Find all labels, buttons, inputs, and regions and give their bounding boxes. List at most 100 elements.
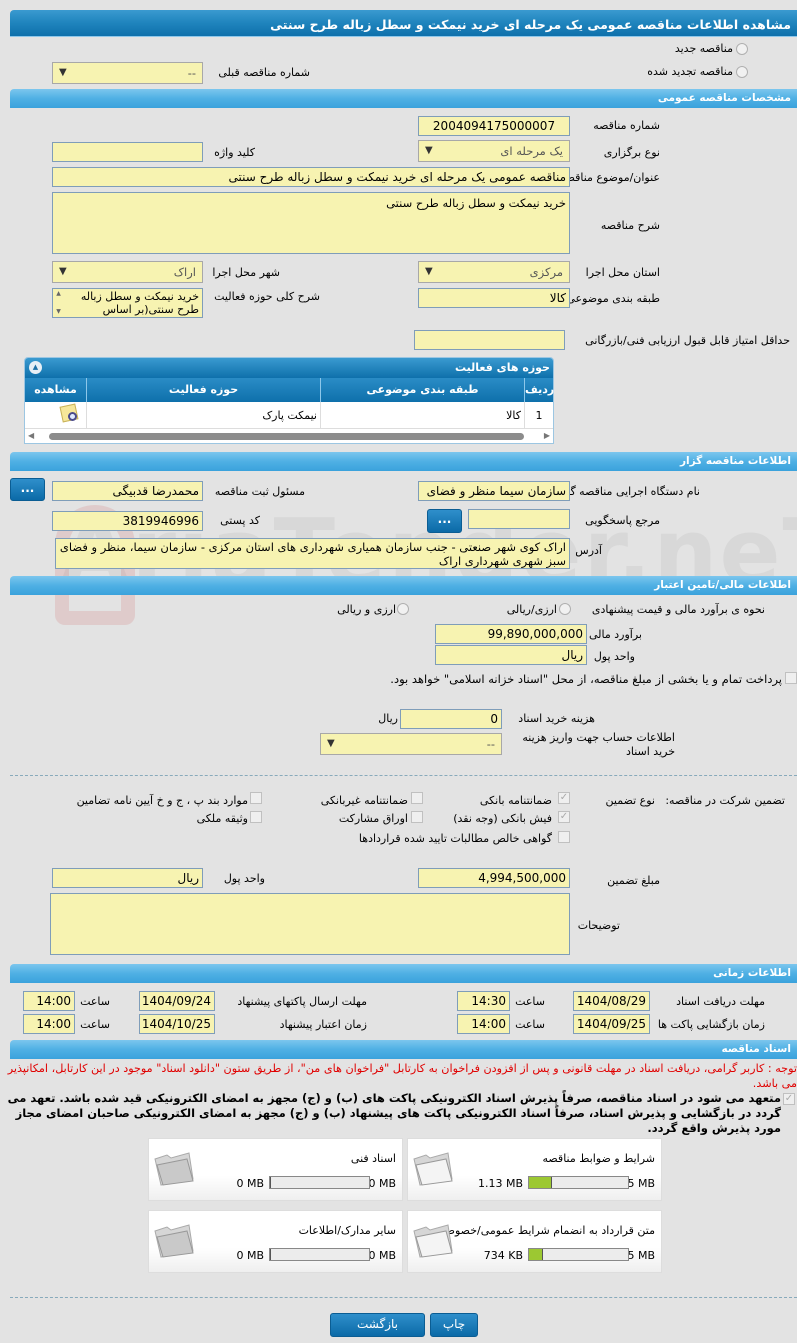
page-title: مشاهده اطلاعات مناقصه عمومی یک مرحله ای … (10, 10, 797, 37)
estimate-field[interactable]: 99,890,000,000 (435, 624, 587, 644)
activity-desc-field[interactable]: خرید نیمکت و سطل زباله طرح سنتی(بر اساس (52, 288, 203, 318)
chevron-down-icon: ▼ (327, 738, 335, 749)
collapse-icon[interactable]: ▲ (29, 361, 42, 374)
currency-label: واحد پول (593, 650, 635, 663)
doc-deadline-time[interactable]: 14:30 (457, 991, 510, 1011)
responsible-label: مسئول ثبت مناقصه (214, 485, 305, 498)
radio-rial-foreign[interactable] (559, 603, 571, 615)
keyword-field[interactable] (52, 142, 203, 162)
bank-guarantee-label: ضمانتنامه بانکی (479, 794, 552, 807)
view-details-icon[interactable] (59, 403, 81, 425)
previous-number-select[interactable]: -- ▼ (52, 62, 203, 84)
checkbox-property-collateral[interactable] (250, 811, 262, 823)
doc-deadline-date[interactable]: 1404/08/29 (573, 991, 650, 1011)
validity-time[interactable]: 14:00 (23, 1014, 75, 1034)
horizontal-scrollbar[interactable]: ◀ ▶ (28, 431, 550, 440)
file-box[interactable]: متن قرارداد به انضمام شرایط عمومی/خصوصی 5… (407, 1210, 662, 1273)
doc-fee-label: هزینه خرید اسناد (518, 712, 595, 725)
radio-new-tender[interactable] (736, 43, 748, 55)
section-documents: اسناد مناقصه (10, 1040, 797, 1059)
description-field[interactable]: خرید نیمکت و سطل زباله طرح سنتی (52, 192, 570, 254)
postal-field[interactable]: 3819946996 (52, 511, 203, 531)
submit-deadline-date[interactable]: 1404/09/24 (139, 991, 215, 1011)
file-box[interactable]: شرایط و ضوابط مناقصه 5 MB 1.13 MB (407, 1138, 662, 1201)
subject-field[interactable]: مناقصه عمومی یک مرحله ای خرید نیمکت و سط… (52, 167, 570, 187)
folder-icon (153, 1223, 195, 1258)
doc-fee-field[interactable]: 0 (400, 709, 502, 729)
treasury-checkbox[interactable] (785, 672, 797, 684)
file-box[interactable]: سایر مدارک/اطلاعات 50 MB 0 MB (148, 1210, 403, 1273)
new-tender-label: مناقصه جدید (674, 42, 733, 55)
city-select[interactable]: اراک ▼ (52, 261, 203, 283)
activity-desc-label: شرح کلی حوزه فعالیت (214, 290, 320, 303)
radio-rial-and-foreign[interactable] (397, 603, 409, 615)
exec-org-field[interactable]: سازمان سیما منظر و فضای (418, 481, 570, 501)
file-usage-bar (528, 1176, 629, 1189)
submit-deadline-time[interactable]: 14:00 (23, 991, 75, 1011)
category-field[interactable]: کالا (418, 288, 570, 308)
checkbox-bonds[interactable] (411, 811, 423, 823)
claims-certificate-label: گواهی خالص مطالبات تایید شده قراردادها (358, 832, 552, 845)
nonbank-guarantee-label: ضمانتنامه غیربانکی (320, 794, 408, 807)
holding-type-select[interactable]: یک مرحله ای ▼ (418, 140, 570, 162)
hour-label: ساعت (80, 995, 110, 1008)
select-responsible-button[interactable]: ... (10, 478, 45, 501)
category-label: طبقه بندی موضوعی (566, 292, 660, 305)
file-size: 0 MB (236, 1177, 264, 1190)
checkbox-cash-deposit[interactable]: ✓ (558, 811, 570, 823)
checkbox-nonbank-guarantee[interactable] (411, 792, 423, 804)
chevron-down-icon: ▼ (59, 67, 67, 78)
col-header-activity[interactable]: حوزه فعالیت (168, 383, 239, 396)
hour-label: ساعت (80, 1018, 110, 1031)
file-usage-bar (528, 1248, 629, 1261)
file-size: 734 KB (483, 1249, 523, 1262)
activity-desc-scrollbar[interactable]: ▲ ▼ (56, 290, 61, 315)
file-usage-bar (269, 1176, 370, 1189)
checkbox-regulation-items[interactable] (250, 792, 262, 804)
radio-renewed-tender[interactable] (736, 66, 748, 78)
cash-deposit-label: فیش بانکی (وجه نقد) (453, 812, 552, 825)
validity-date[interactable]: 1404/10/25 (139, 1014, 215, 1034)
rial-foreign-label: ارزی/ریالی (506, 603, 557, 616)
col-header-category: طبقه بندی موضوعی (320, 378, 525, 402)
folder-icon (412, 1223, 454, 1258)
treasury-text: پرداخت تمام و یا بخشی از مبلغ مناقصه، از… (390, 672, 782, 686)
city-label: شهر محل اجرا (212, 266, 280, 279)
rial-and-foreign-label: ارزی و ریالی (337, 603, 396, 616)
address-field[interactable]: اراک کوی شهر صنعتی - جنب سازمان همیاری ش… (55, 538, 570, 569)
notes-label: توضیحات (577, 919, 620, 932)
currency-field[interactable]: ریال (435, 645, 587, 665)
back-button[interactable]: بازگشت (330, 1313, 425, 1337)
opening-time[interactable]: 14:00 (457, 1014, 510, 1034)
notes-field[interactable] (50, 893, 570, 955)
guarantee-currency-field[interactable]: ریال (52, 868, 203, 888)
tender-number-field[interactable]: 2004094175000007 (418, 116, 570, 136)
commitment-checkbox[interactable]: ✓ (783, 1093, 795, 1105)
folder-icon (412, 1151, 454, 1186)
renewed-tender-label: مناقصه تجدید شده (647, 65, 733, 78)
print-button[interactable]: چاپ (430, 1313, 478, 1337)
keyword-label: کلید واژه (214, 146, 255, 159)
file-max-size: 50 MB (361, 1177, 396, 1190)
responsible-field[interactable]: محمدرضا قدبیگی (52, 481, 203, 501)
hour-label: ساعت (515, 1018, 545, 1031)
min-score-label: حداقل امتیاز قابل قبول ارزیابی فنی/بازرگ… (585, 334, 790, 347)
min-score-field[interactable] (414, 330, 565, 350)
section-timing: اطلاعات زمانی (10, 964, 797, 983)
table-row[interactable]: 1 کالا نیمکت پارک (25, 402, 553, 429)
section-finance: اطلاعات مالی/تامین اعتبار (10, 576, 797, 595)
file-name: متن قرارداد به انضمام شرایط عمومی/خصوصی (436, 1224, 655, 1237)
select-reference-button[interactable]: ... (427, 509, 462, 533)
account-select[interactable]: -- ▼ (320, 733, 502, 755)
opening-date[interactable]: 1404/09/25 (573, 1014, 650, 1034)
guarantee-amount-field[interactable]: 4,994,500,000 (418, 868, 570, 888)
province-select[interactable]: مرکزی ▼ (418, 261, 570, 283)
validity-label: زمان اعتبار پیشنهاد (279, 1018, 367, 1031)
checkbox-claims-certificate[interactable] (558, 831, 570, 843)
file-box[interactable]: اسناد فنی 50 MB 0 MB (148, 1138, 403, 1201)
divider (10, 775, 797, 776)
activities-title: حوزه های فعالیت (455, 361, 550, 374)
col-header-row: ردیف (525, 383, 555, 396)
checkbox-bank-guarantee[interactable]: ✓ (558, 792, 570, 804)
reference-field[interactable] (468, 509, 570, 529)
